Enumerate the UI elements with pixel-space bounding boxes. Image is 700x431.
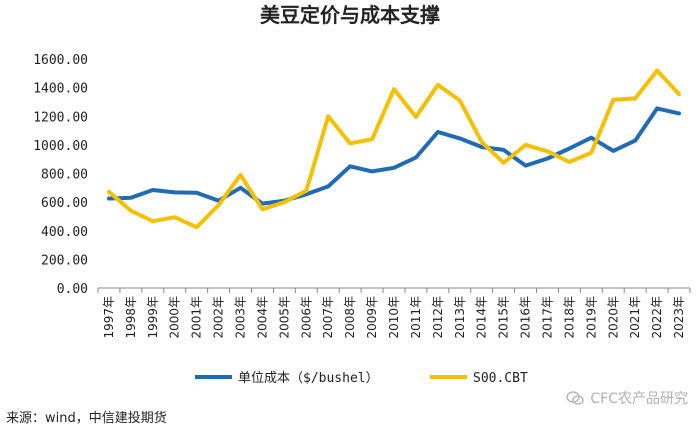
y-tick-label: 600.00	[41, 196, 88, 211]
y-tick-label: 1000.00	[33, 139, 88, 154]
y-tick-label: 0.00	[57, 282, 88, 297]
y-tick-label: 200.00	[41, 253, 88, 268]
x-tick-label: 2005年	[277, 296, 291, 339]
x-tick-label: 2009年	[365, 296, 379, 339]
x-tick-label: 1997年	[102, 296, 116, 339]
y-axis-labels: 0.00 200.00 400.00 600.00 800.00 1000.00 1200.…	[33, 53, 88, 297]
x-tick-label: 2015年	[497, 296, 511, 339]
x-tick-label: 2011年	[409, 296, 423, 339]
x-tick-label: 2003年	[234, 296, 248, 339]
x-tick-label: 2018年	[562, 296, 576, 339]
x-tick-label: 2017年	[540, 296, 554, 339]
x-tick-label: 2002年	[212, 296, 226, 339]
legend-label-unit-cost: 单位成本（$/bushel）	[238, 371, 379, 386]
series-line-unit-cost	[107, 106, 681, 206]
x-tick-label: 2013年	[453, 296, 467, 339]
x-tick-label: 2007年	[321, 296, 335, 339]
x-tick-label: 1999年	[146, 296, 160, 339]
x-axis-ticks	[97, 288, 691, 293]
x-tick-label: 2008年	[343, 296, 357, 339]
x-tick-label: 2019年	[584, 296, 598, 339]
x-tick-label: 2022年	[650, 296, 664, 339]
chart-title: 美豆定价与成本支撑	[260, 3, 440, 27]
x-tick-label: 2004年	[255, 296, 269, 339]
x-tick-label: 2023年	[672, 296, 686, 339]
legend-label-s00-cbt: S00.CBT	[473, 371, 528, 386]
x-tick-label: 2012年	[431, 296, 445, 339]
x-tick-label: 2006年	[299, 296, 313, 339]
x-tick-label: 2000年	[168, 296, 182, 339]
legend: 单位成本（$/bushel） S00.CBT	[195, 371, 528, 386]
series-line-s00-cbt	[107, 68, 681, 230]
watermark: CFC农产品研究	[566, 388, 688, 408]
y-tick-label: 800.00	[41, 168, 88, 183]
y-tick-label: 1200.00	[33, 110, 88, 125]
x-tick-label: 2010年	[387, 296, 401, 339]
y-tick-label: 1600.00	[33, 53, 88, 68]
series-lines	[107, 68, 681, 230]
y-tick-label: 400.00	[41, 225, 88, 240]
source-note: 来源：wind，中信建投期货	[6, 411, 167, 426]
x-tick-label: 1998年	[124, 296, 138, 339]
x-tick-label: 2021年	[628, 296, 642, 339]
x-tick-label: 2020年	[606, 296, 620, 339]
x-tick-label: 2014年	[475, 296, 489, 339]
x-tick-label: 2016年	[519, 296, 533, 339]
wechat-icon	[566, 391, 585, 405]
x-axis-labels: 1997年 1998年 1999年 2000年 2001年 2002年 2003年 2004年…	[102, 296, 686, 339]
x-tick-label: 2001年	[190, 296, 204, 339]
y-tick-label: 1400.00	[33, 82, 88, 97]
watermark-text: CFC农产品研究	[590, 391, 688, 407]
